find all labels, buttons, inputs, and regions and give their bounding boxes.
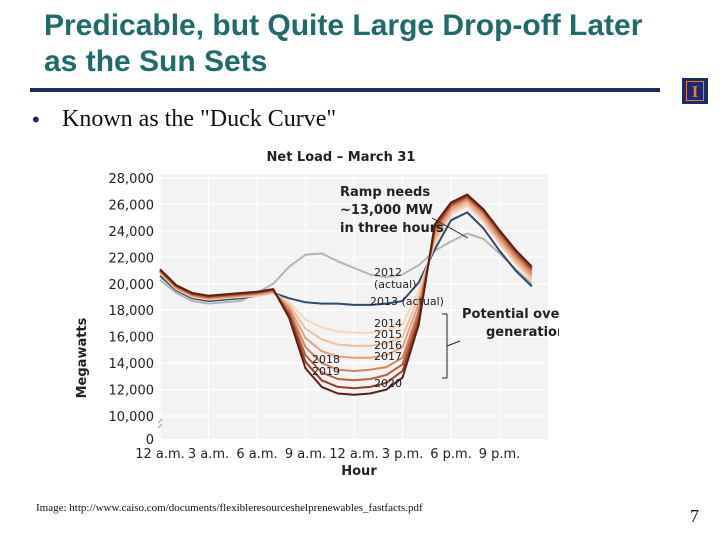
y-tick-label: 20,000 <box>109 278 155 293</box>
y-tick-label: 24,000 <box>109 225 155 240</box>
chart-svg: 0 10,000 12,000 14,000 16,000 18,000 20,000 22,… <box>75 150 559 479</box>
y-tick-label: 26,000 <box>109 198 155 213</box>
axis-break-mark <box>157 418 163 429</box>
x-tick-label: 6 a.m. <box>236 447 277 462</box>
chart-title: Net Load – March 31 <box>267 150 416 165</box>
y-tick-label: 22,000 <box>109 251 155 266</box>
y-tick-label: 0 <box>146 433 154 448</box>
series-label: 2018 <box>312 353 340 366</box>
series-label: 2016 <box>374 339 402 352</box>
x-tick-label: 12 a.m. <box>135 447 185 462</box>
overgen-annotation-line: generation <box>486 325 559 340</box>
logo-letter: I <box>691 81 699 101</box>
x-tick-label: 9 a.m. <box>285 447 326 462</box>
series-label: 2020 <box>374 377 402 390</box>
image-caption: Image: http://www.caiso.com/documents/fl… <box>36 502 423 514</box>
x-tick-label: 9 p.m. <box>479 447 521 462</box>
y-tick-label: 28,000 <box>109 172 155 187</box>
y-tick-label: 16,000 <box>109 331 155 346</box>
series-label: 2013 (actual) <box>370 295 444 308</box>
x-tick-label: 3 p.m. <box>382 447 424 462</box>
y-tick-label: 14,000 <box>109 357 155 372</box>
series-label: (actual) <box>374 278 416 291</box>
university-logo: I <box>682 78 708 104</box>
bullet-icon: • <box>32 106 40 132</box>
overgen-pointer <box>446 340 461 347</box>
series-line <box>159 211 533 306</box>
title-divider <box>30 88 660 92</box>
ramp-annotation-line: ~13,000 MW <box>340 203 433 218</box>
y-tick-label: 18,000 <box>109 304 155 319</box>
series-line <box>159 193 533 396</box>
duck-curve-chart: 0 10,000 12,000 14,000 16,000 18,000 20,000 22,… <box>64 142 559 482</box>
series-label: 2012 <box>374 266 402 279</box>
ramp-annotation-line: in three hours <box>340 221 444 236</box>
x-axis-label: Hour <box>341 464 377 479</box>
overgen-annotation-line: Potential over– <box>462 307 559 322</box>
series-label: 2014 <box>374 317 402 330</box>
bullet-item: • Known as the "Duck Curve" <box>32 106 336 133</box>
slide-title: Predicable, but Quite Large Drop-off Lat… <box>44 9 643 78</box>
x-tick-label: 12 a.m. <box>329 447 379 462</box>
ramp-pointer <box>431 217 469 239</box>
series-label: 2017 <box>374 350 402 363</box>
y-tick-label: 10,000 <box>109 410 155 425</box>
axes: 0 10,000 12,000 14,000 16,000 18,000 20,000 22,… <box>109 172 521 462</box>
series-line <box>159 232 533 305</box>
annotations: 2012(actual)2013 (actual)201420152016201… <box>312 185 559 390</box>
ramp-annotation-line: Ramp needs <box>340 185 430 200</box>
series-group <box>159 193 533 396</box>
logo-frame: I <box>686 81 704 101</box>
y-axis-label: Megawatts <box>75 317 90 398</box>
x-tick-label: 3 a.m. <box>188 447 229 462</box>
x-tick-label: 6 p.m. <box>430 447 472 462</box>
page-number: 7 <box>690 506 699 526</box>
series-label: 2019 <box>312 365 340 378</box>
y-tick-label: 12,000 <box>109 384 155 399</box>
bullet-text: Known as the "Duck Curve" <box>62 106 337 132</box>
series-label: 2015 <box>374 328 402 341</box>
